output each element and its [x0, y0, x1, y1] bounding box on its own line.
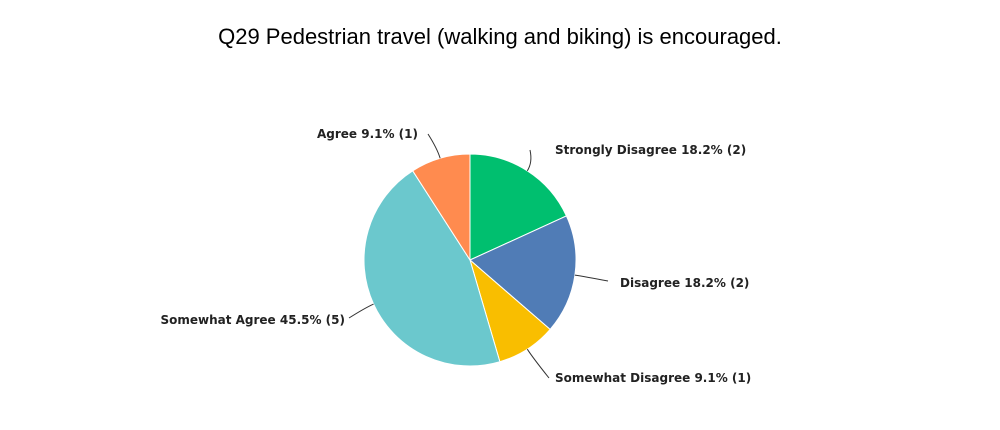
slice-label-strongly-disagree: Strongly Disagree 18.2% (2): [555, 143, 746, 157]
pie-slice-disagree: [469, 215, 577, 331]
leader-line-somewhat-agree: [348, 303, 374, 319]
chart-title: Q29 Pedestrian travel (walking and bikin…: [218, 24, 782, 49]
slice-labels: Strongly Disagree 18.2% (2) Disagree 18.2…: [160, 127, 751, 385]
leader-line-strongly-disagree: [526, 149, 532, 172]
slice-label-disagree: Disagree 18.2% (2): [620, 276, 749, 290]
pie-slice-somewhat-agree: [363, 170, 501, 367]
leader-lines: [348, 133, 609, 379]
leader-line-disagree: [574, 274, 609, 282]
slice-label-somewhat-disagree: Somewhat Disagree 9.1% (1): [555, 371, 751, 385]
pie-slice-strongly-disagree: [469, 153, 568, 261]
slice-label-somewhat-agree: Somewhat Agree 45.5% (5): [160, 313, 345, 327]
pie-slices: [363, 153, 577, 367]
slice-label-agree: Agree 9.1% (1): [317, 127, 418, 141]
leader-line-agree: [427, 133, 441, 159]
leader-line-somewhat-disagree: [526, 348, 550, 379]
